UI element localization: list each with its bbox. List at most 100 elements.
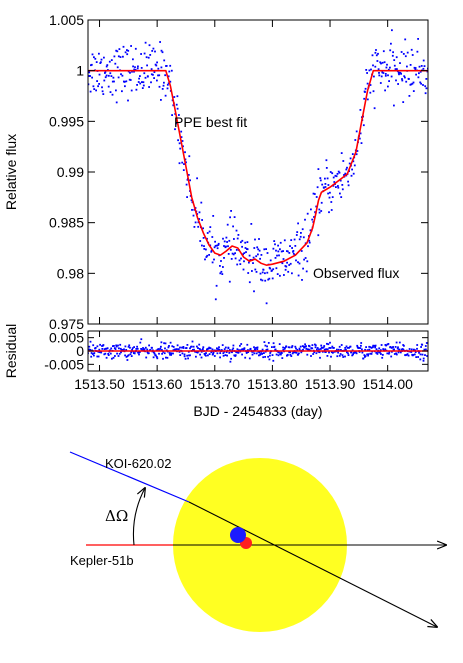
observed-point bbox=[219, 272, 222, 275]
residual-point bbox=[379, 350, 382, 353]
residual-point bbox=[422, 357, 425, 360]
residual-point bbox=[303, 345, 305, 348]
residual-point bbox=[399, 351, 402, 354]
residual-point bbox=[164, 342, 167, 345]
residual-point bbox=[186, 344, 189, 346]
observed-point bbox=[152, 73, 154, 76]
residual-point bbox=[155, 354, 157, 357]
observed-point bbox=[205, 256, 208, 258]
observed-point bbox=[374, 65, 377, 68]
observed-point bbox=[279, 241, 282, 244]
observed-point bbox=[404, 55, 407, 58]
observed-point bbox=[411, 82, 414, 85]
observed-point bbox=[169, 80, 172, 83]
observed-point bbox=[246, 241, 249, 243]
observed-point bbox=[420, 65, 423, 67]
observed-point bbox=[103, 56, 105, 59]
observed-point bbox=[127, 99, 129, 102]
observed-point bbox=[143, 72, 146, 75]
observed-point bbox=[259, 272, 262, 275]
observed-point bbox=[379, 61, 382, 64]
residual-point bbox=[255, 347, 257, 349]
residual-point bbox=[348, 346, 350, 349]
residual-point bbox=[107, 354, 110, 356]
residual-point bbox=[277, 354, 280, 357]
residual-point bbox=[301, 345, 304, 347]
observed-point bbox=[227, 245, 229, 248]
observed-point bbox=[416, 50, 419, 53]
observed-point bbox=[288, 252, 291, 254]
observed-point bbox=[89, 90, 92, 93]
observed-point bbox=[217, 244, 220, 246]
residual-point bbox=[372, 344, 375, 347]
residual-point bbox=[267, 342, 270, 344]
observed-point bbox=[254, 238, 256, 241]
observed-point bbox=[332, 184, 335, 187]
observed-point bbox=[137, 65, 139, 68]
residual-point bbox=[395, 353, 398, 356]
observed-point bbox=[379, 82, 382, 84]
observed-point bbox=[306, 260, 309, 263]
residual-point bbox=[198, 343, 201, 346]
observed-point bbox=[248, 254, 251, 257]
observed-point bbox=[263, 248, 266, 251]
observed-point bbox=[108, 60, 111, 63]
residual-point bbox=[114, 348, 117, 350]
observed-point bbox=[366, 82, 369, 85]
observed-point bbox=[98, 83, 100, 85]
residual-point bbox=[421, 353, 424, 356]
residual-point bbox=[183, 353, 186, 356]
observed-point bbox=[204, 258, 206, 261]
observed-point bbox=[412, 81, 415, 84]
observed-point bbox=[208, 230, 211, 233]
observed-point bbox=[366, 72, 368, 74]
observed-point bbox=[210, 250, 213, 253]
observed-point bbox=[146, 64, 148, 67]
ppe-best-fit-line bbox=[88, 69, 428, 267]
observed-point bbox=[404, 76, 406, 79]
lightcurve-panel: 0.975 0.98 0.985 0.99 0.995 1 1.005 PPE best f… bbox=[3, 12, 429, 332]
observed-point bbox=[243, 260, 245, 263]
observed-point bbox=[374, 51, 377, 54]
observed-point bbox=[183, 163, 185, 165]
residual-point bbox=[291, 345, 294, 347]
observed-point bbox=[331, 172, 334, 175]
residual-point bbox=[267, 355, 269, 358]
residual-point bbox=[209, 347, 212, 350]
residual-point bbox=[136, 347, 139, 350]
observed-point bbox=[136, 84, 138, 86]
residual-point bbox=[410, 348, 413, 351]
observed-point bbox=[366, 98, 369, 101]
residual-point bbox=[366, 353, 368, 356]
residual-point bbox=[352, 352, 355, 354]
residual-point bbox=[316, 348, 318, 351]
residual-point bbox=[413, 348, 415, 351]
observed-point bbox=[244, 247, 247, 249]
residual-point bbox=[317, 350, 320, 353]
residual-point bbox=[343, 349, 346, 352]
observed-point bbox=[267, 278, 270, 281]
residual-point bbox=[368, 345, 371, 348]
observed-point bbox=[414, 67, 417, 69]
observed-point bbox=[276, 273, 279, 275]
flux-y-tick-label: 0.975 bbox=[49, 316, 84, 332]
residual-point bbox=[213, 355, 216, 357]
observed-point bbox=[182, 169, 185, 171]
observed-point bbox=[209, 226, 212, 228]
observed-point bbox=[393, 59, 396, 61]
residual-point bbox=[329, 341, 331, 344]
observed-point bbox=[235, 249, 238, 251]
observed-point bbox=[158, 74, 161, 77]
observed-point bbox=[423, 65, 426, 67]
observed-point bbox=[365, 69, 368, 71]
residual-point bbox=[307, 348, 309, 351]
observed-point bbox=[143, 52, 146, 55]
observed-point bbox=[236, 237, 239, 240]
residual-y-tick-label: 0 bbox=[76, 343, 84, 359]
residual-point bbox=[312, 353, 315, 355]
residual-point bbox=[112, 345, 114, 347]
residual-point bbox=[261, 348, 264, 351]
observed-point bbox=[256, 246, 259, 249]
observed-point bbox=[133, 68, 136, 71]
